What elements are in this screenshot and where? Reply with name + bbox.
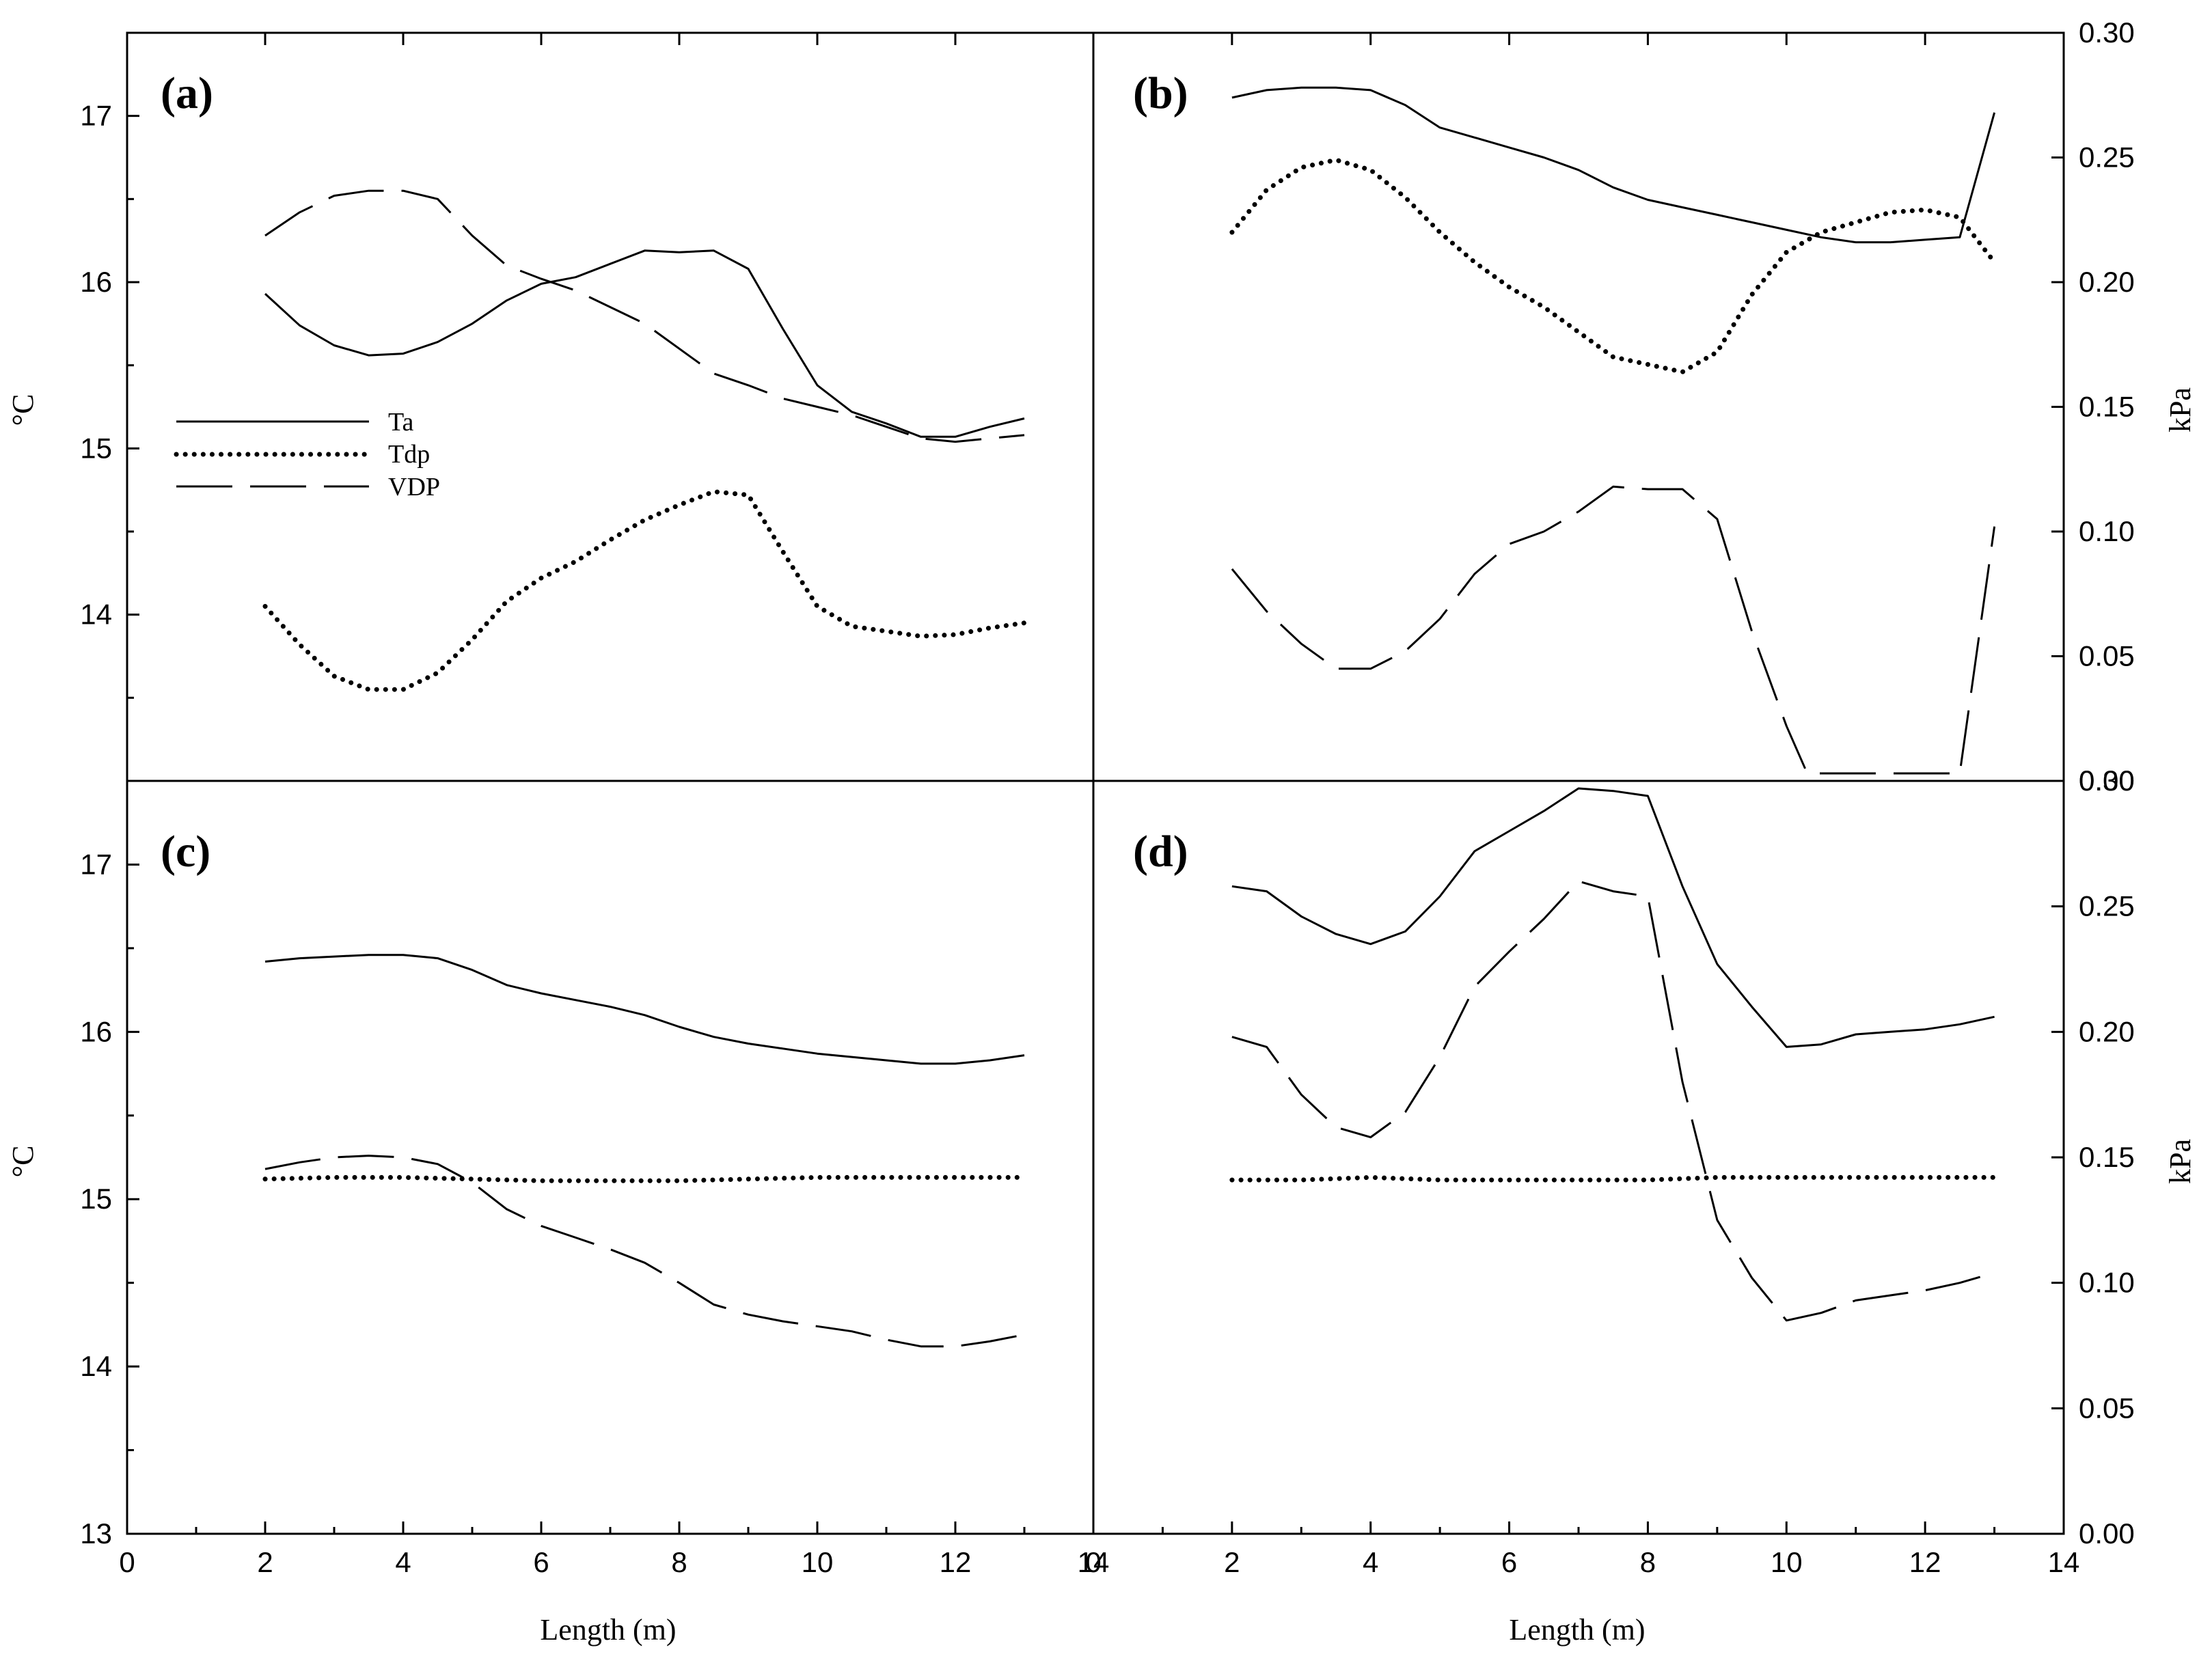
panel-label-d: (d) bbox=[1133, 827, 1188, 877]
series-vdp-panel-d bbox=[1231, 880, 1995, 1322]
right-tick-label: 0.05 bbox=[2079, 1392, 2135, 1424]
right-axis-title-top: kPa bbox=[2163, 387, 2197, 432]
right-tick-label: 0.15 bbox=[2079, 391, 2135, 423]
x-tick-label: 10 bbox=[1771, 1546, 1803, 1578]
panel-label-c: (c) bbox=[161, 827, 210, 877]
series-tdp-panel-d bbox=[1229, 1174, 1997, 1183]
series-tdp-panel-b bbox=[1229, 157, 1997, 374]
right-tick-label: 0.00 bbox=[2079, 764, 2135, 797]
panel-frame-d bbox=[1092, 780, 2065, 1535]
right-tick-label: 0.10 bbox=[2079, 1267, 2135, 1299]
left-tick-label: 15 bbox=[80, 1183, 112, 1215]
x-tick-label: 14 bbox=[1078, 1546, 1110, 1578]
x-tick-label: 2 bbox=[1224, 1546, 1240, 1578]
left-tick-label: 17 bbox=[80, 848, 112, 880]
left-tick-label: 16 bbox=[80, 1015, 112, 1047]
axes: 14 15 16 17 13 14 15 16 17 0.00 0.05 0.10 0.15 0.20 0.… bbox=[80, 16, 2134, 1578]
x-tick-label: 8 bbox=[671, 1546, 687, 1578]
x-tick-label: 4 bbox=[395, 1546, 411, 1578]
right-tick-label: 0.15 bbox=[2079, 1141, 2135, 1173]
right-tick-label: 0.30 bbox=[2079, 764, 2135, 797]
panel-frame-b bbox=[1092, 31, 2065, 782]
right-tick-label: 0.25 bbox=[2079, 890, 2135, 922]
x-axis-title-left: Length (m) bbox=[540, 1613, 676, 1647]
right-axis-title-bottom: kPa bbox=[2163, 1139, 2197, 1184]
series-vdp-panel-a bbox=[264, 189, 1025, 443]
x-tick-label: 2 bbox=[257, 1546, 273, 1578]
right-tick-label: 0.00 bbox=[2079, 1517, 2135, 1549]
legend-label-vdp: VDP bbox=[388, 473, 440, 501]
legend-label-ta: Ta bbox=[388, 408, 414, 437]
series-vdp-panel-c bbox=[264, 1155, 1025, 1348]
series-ta-panel-a bbox=[264, 249, 1025, 438]
right-tick-label: 0.20 bbox=[2079, 266, 2135, 298]
left-tick-label: 14 bbox=[80, 598, 112, 631]
x-tick-label: 14 bbox=[2048, 1546, 2080, 1578]
panel-label-a: (a) bbox=[161, 68, 213, 118]
x-axis-title-right: Length (m) bbox=[1509, 1613, 1645, 1647]
x-tick-label: 6 bbox=[1501, 1546, 1517, 1578]
right-tick-label: 0.10 bbox=[2079, 515, 2135, 547]
left-tick-label: 17 bbox=[80, 100, 112, 132]
x-tick-label: 0 bbox=[119, 1546, 135, 1578]
x-tick-label: 12 bbox=[1909, 1546, 1941, 1578]
x-tick-label: 12 bbox=[940, 1546, 972, 1578]
series-ta-panel-d bbox=[1231, 787, 1995, 1048]
left-tick-label: 15 bbox=[80, 432, 112, 464]
panel-frame-a bbox=[126, 31, 1095, 782]
series-tdp-panel-a bbox=[262, 489, 1027, 692]
series-ta-panel-c bbox=[264, 954, 1025, 1065]
series-tdp-panel-c bbox=[262, 1174, 1027, 1183]
panels bbox=[262, 86, 1997, 1348]
x-tick-label: 4 bbox=[1363, 1546, 1378, 1578]
legend-label-tdp: Tdp bbox=[388, 440, 430, 469]
right-tick-label: 0.25 bbox=[2079, 141, 2135, 174]
left-axis-title-bottom: °C bbox=[6, 1146, 40, 1178]
right-tick-label: 0.20 bbox=[2079, 1015, 2135, 1047]
right-tick-label: 0.30 bbox=[2079, 16, 2135, 49]
left-tick-label: 16 bbox=[80, 266, 112, 298]
series-ta-panel-b bbox=[1231, 86, 1996, 244]
right-tick-label: 0.05 bbox=[2079, 640, 2135, 672]
left-axis-title-top: °C bbox=[6, 394, 40, 426]
left-tick-label: 14 bbox=[80, 1350, 112, 1382]
panel-frame-c bbox=[126, 780, 1095, 1535]
panel-label-b: (b) bbox=[1133, 68, 1188, 118]
x-tick-label: 8 bbox=[1640, 1546, 1656, 1578]
legend: Ta Tdp VDP bbox=[174, 408, 440, 501]
x-tick-label: 0 bbox=[1085, 1546, 1101, 1578]
x-tick-label: 10 bbox=[802, 1546, 834, 1578]
series-vdp-panel-b bbox=[1231, 485, 1996, 775]
x-tick-label: 6 bbox=[533, 1546, 549, 1578]
left-tick-label: 13 bbox=[80, 1517, 112, 1549]
